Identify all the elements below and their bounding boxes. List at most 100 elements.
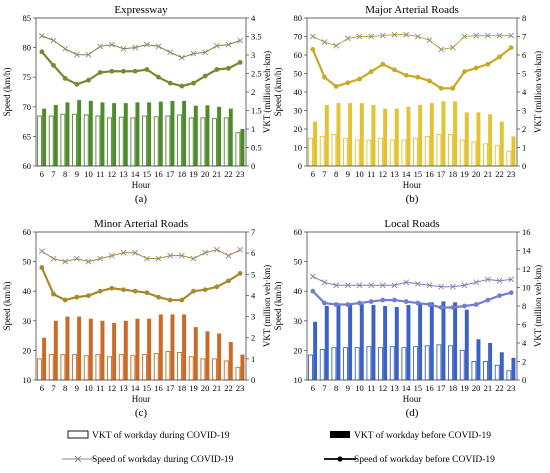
bar-before-covid	[205, 331, 210, 380]
dot-marker	[191, 80, 196, 86]
bar-before-covid	[394, 108, 399, 166]
x-marker-stroke	[38, 32, 45, 39]
bar-during-covid	[308, 137, 313, 167]
x-marker	[190, 255, 197, 262]
x-tick-label: 13	[119, 169, 128, 179]
bar-before-covid	[499, 352, 504, 380]
dot-marker	[121, 287, 126, 293]
x-tick-label: 11	[367, 169, 375, 179]
legend-item-4: Speed of workday before COVID-19	[324, 454, 495, 465]
x-tick-label: 13	[390, 383, 399, 393]
bar-before-covid	[453, 101, 458, 166]
x-tick-label: 16	[154, 383, 163, 393]
x-marker	[155, 255, 162, 262]
right-tick-label: 0	[251, 161, 255, 171]
bar-before-covid	[100, 320, 105, 380]
bar-before-covid	[453, 302, 458, 380]
x-marker	[38, 32, 45, 39]
x-tick-label: 23	[236, 169, 245, 179]
x-tick-label: 20	[201, 169, 210, 179]
dot-marker	[508, 45, 514, 50]
bar-before-covid	[488, 114, 493, 166]
x-marker-stroke	[426, 37, 433, 44]
bar-before-covid	[313, 321, 318, 380]
x-marker-stroke	[333, 42, 340, 49]
dot-marker	[214, 67, 220, 72]
panel-title: Local Roads	[384, 218, 439, 230]
x-marker-stroke	[50, 37, 57, 44]
left-tick-label: 20	[294, 124, 303, 134]
x-marker-stroke	[344, 282, 351, 289]
x-marker-stroke	[120, 249, 127, 256]
dot-marker	[403, 72, 409, 78]
x-tick-label: 8	[63, 169, 67, 179]
bar-before-covid	[205, 105, 210, 166]
speed-line-before-covid	[311, 46, 512, 90]
x-marker	[178, 54, 185, 61]
dot-marker	[322, 74, 327, 80]
right-tick-label: 14	[522, 246, 531, 256]
x-tick-label: 21	[213, 383, 222, 393]
bar-before-covid	[511, 357, 516, 380]
x-marker-stroke	[38, 248, 45, 255]
x-tick-label: 21	[484, 169, 493, 179]
x-marker-stroke	[97, 255, 104, 262]
y-axis-label: Speed (km/h)	[273, 282, 283, 331]
x-marker-stroke	[484, 276, 491, 283]
x-marker	[508, 276, 515, 283]
x-marker	[461, 282, 468, 289]
x-marker	[403, 31, 410, 38]
right-tick-label: 6	[251, 248, 255, 258]
x-tick-label: 16	[154, 169, 163, 179]
right-tick-label: 5	[522, 69, 526, 79]
x-marker-stroke	[120, 45, 127, 52]
dot-marker	[97, 70, 103, 75]
x-marker	[237, 37, 244, 44]
bar-during-covid	[165, 351, 171, 381]
x-tick-label: 9	[346, 383, 350, 393]
bar-before-covid	[88, 100, 93, 166]
x-marker-stroke	[213, 246, 220, 253]
left-tick-label: 40	[294, 87, 303, 97]
x-marker-stroke	[213, 42, 220, 49]
bar-before-covid	[429, 302, 434, 380]
x-tick-label: 14	[402, 169, 411, 179]
x-tick-label: 9	[75, 383, 79, 393]
x-tick-label: 12	[108, 383, 117, 393]
bar-before-covid	[418, 104, 423, 166]
x-marker	[97, 43, 104, 50]
bar-before-covid	[170, 314, 175, 380]
dot-marker	[415, 74, 421, 80]
bar-during-covid	[319, 135, 325, 167]
x-tick-label: 7	[51, 169, 55, 179]
x-tick-label: 13	[119, 383, 128, 393]
x-tick-label: 11	[367, 383, 375, 393]
x-marker	[426, 282, 433, 289]
dot-marker	[237, 60, 243, 65]
bar-before-covid	[406, 305, 411, 380]
x-marker-stroke	[132, 249, 139, 256]
legend-label: VKT of workday before COVID-19	[354, 430, 491, 441]
bar-before-covid	[193, 105, 198, 166]
bar-before-covid	[147, 318, 152, 380]
x-tick-label: 10	[84, 383, 93, 393]
x-tick-label: 8	[63, 383, 67, 393]
bar-during-covid	[177, 352, 182, 381]
dot-marker	[462, 69, 467, 75]
bar-during-covid	[343, 137, 348, 167]
bar-during-covid	[95, 115, 101, 167]
x-marker	[108, 41, 115, 48]
x-marker-stroke	[143, 41, 150, 48]
bar-before-covid	[100, 102, 105, 166]
x-tick-label: 15	[414, 169, 423, 179]
bar-during-covid	[223, 360, 229, 381]
x-marker-stroke	[344, 35, 351, 42]
x-tick-label: 7	[51, 383, 55, 393]
bar-during-covid	[37, 115, 42, 167]
bar-before-covid	[476, 339, 481, 380]
bar-during-covid	[354, 347, 360, 381]
dot-marker	[62, 297, 68, 303]
dot-marker	[144, 290, 150, 296]
x-tick-label: 7	[322, 383, 326, 393]
dot-marker	[237, 271, 243, 276]
